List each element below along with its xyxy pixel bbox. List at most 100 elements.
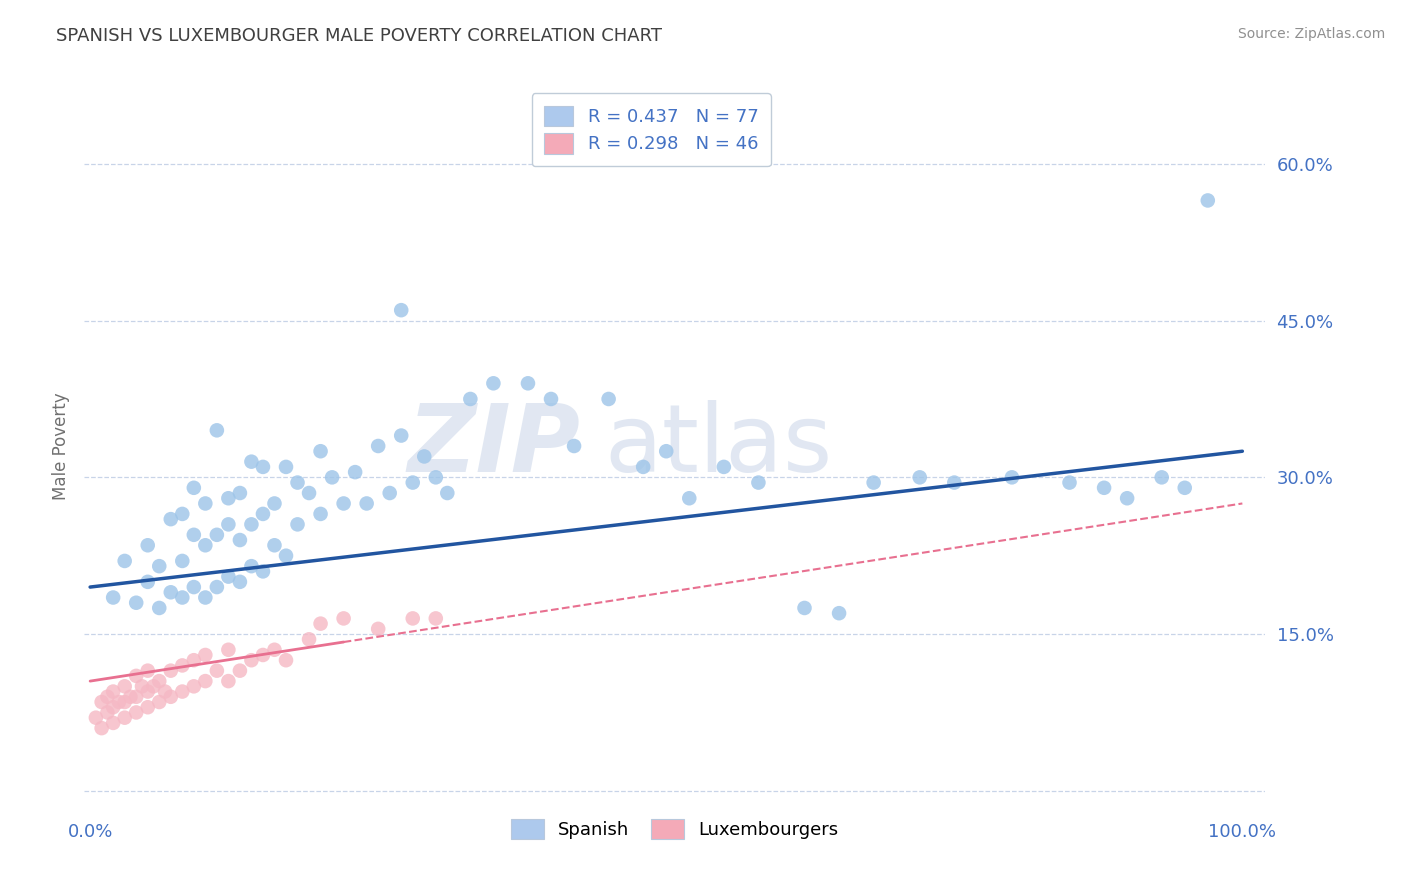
Point [540, 392, 562, 406]
Point [229, 664, 252, 678]
Point [114, 711, 136, 725]
Point [183, 679, 205, 693]
Point [436, 486, 458, 500]
Point [159, 664, 181, 678]
Point [240, 517, 263, 532]
Point [172, 591, 194, 605]
Point [172, 507, 194, 521]
Point [172, 554, 194, 568]
Point [389, 303, 412, 318]
Point [908, 470, 931, 484]
Point [205, 664, 228, 678]
Point [332, 496, 354, 510]
Point [655, 444, 678, 458]
Point [136, 700, 159, 714]
Point [240, 559, 263, 574]
Point [172, 684, 194, 698]
Point [183, 653, 205, 667]
Text: Source: ZipAtlas.com: Source: ZipAtlas.com [1237, 27, 1385, 41]
Point [240, 455, 263, 469]
Point [367, 622, 389, 636]
Point [713, 459, 735, 474]
Point [678, 491, 700, 506]
Point [1092, 481, 1115, 495]
Point [125, 690, 148, 704]
Point [148, 674, 170, 689]
Point [309, 507, 332, 521]
Point [402, 611, 425, 625]
Point [159, 512, 181, 526]
Point [229, 574, 252, 589]
Point [217, 674, 239, 689]
Point [125, 669, 148, 683]
Point [114, 695, 136, 709]
Point [309, 444, 332, 458]
Point [217, 642, 239, 657]
Point [252, 459, 274, 474]
Point [793, 601, 815, 615]
Point [194, 674, 217, 689]
Point [274, 653, 297, 667]
Text: SPANISH VS LUXEMBOURGER MALE POVERTY CORRELATION CHART: SPANISH VS LUXEMBOURGER MALE POVERTY COR… [56, 27, 662, 45]
Point [367, 439, 389, 453]
Point [90, 695, 112, 709]
Point [356, 496, 378, 510]
Point [183, 528, 205, 542]
Point [562, 439, 585, 453]
Point [131, 679, 153, 693]
Point [402, 475, 425, 490]
Point [389, 428, 412, 442]
Point [1197, 194, 1219, 208]
Point [194, 591, 217, 605]
Point [252, 648, 274, 662]
Point [136, 684, 159, 698]
Point [598, 392, 620, 406]
Point [862, 475, 884, 490]
Point [631, 459, 654, 474]
Point [101, 591, 124, 605]
Point [298, 632, 321, 647]
Point [252, 565, 274, 579]
Point [1150, 470, 1173, 484]
Point [378, 486, 401, 500]
Point [114, 679, 136, 693]
Point [136, 574, 159, 589]
Point [205, 423, 228, 437]
Point [142, 679, 165, 693]
Point [217, 569, 239, 583]
Point [828, 606, 851, 620]
Point [344, 465, 367, 479]
Point [136, 664, 159, 678]
Point [217, 517, 239, 532]
Point [1116, 491, 1139, 506]
Point [298, 486, 321, 500]
Point [1174, 481, 1197, 495]
Point [309, 616, 332, 631]
Point [159, 690, 181, 704]
Point [460, 392, 482, 406]
Point [482, 376, 505, 391]
Point [332, 611, 354, 625]
Point [229, 486, 252, 500]
Point [148, 559, 170, 574]
Point [194, 496, 217, 510]
Point [252, 507, 274, 521]
Point [114, 554, 136, 568]
Point [240, 653, 263, 667]
Point [205, 528, 228, 542]
Point [172, 658, 194, 673]
Point [517, 376, 540, 391]
Point [229, 533, 252, 547]
Point [153, 684, 176, 698]
Point [1059, 475, 1081, 490]
Text: ZIP: ZIP [408, 400, 581, 492]
Point [274, 459, 297, 474]
Point [148, 695, 170, 709]
Text: atlas: atlas [605, 400, 832, 492]
Point [194, 648, 217, 662]
Point [148, 601, 170, 615]
Point [287, 517, 309, 532]
Point [101, 700, 124, 714]
Point [321, 470, 343, 484]
Point [217, 491, 239, 506]
